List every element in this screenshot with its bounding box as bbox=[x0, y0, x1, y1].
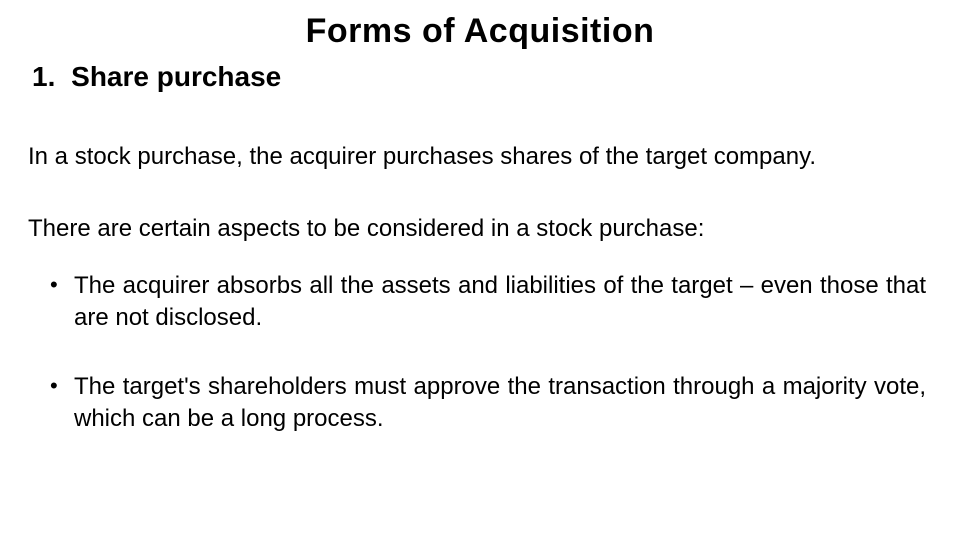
section-label: Share purchase bbox=[71, 61, 281, 92]
slide-container: Forms of Acquisition 1. Share purchase I… bbox=[0, 0, 960, 540]
paragraph-2: There are certain aspects to be consider… bbox=[28, 213, 932, 245]
slide-title: Forms of Acquisition bbox=[28, 12, 932, 51]
bullet-list: The acquirer absorbs all the assets and … bbox=[28, 270, 932, 436]
section-number: 1. bbox=[32, 61, 55, 93]
section-heading: 1. Share purchase bbox=[28, 61, 932, 93]
paragraph-1: In a stock purchase, the acquirer purcha… bbox=[28, 141, 932, 173]
list-item: The acquirer absorbs all the assets and … bbox=[56, 270, 932, 335]
list-item: The target's shareholders must approve t… bbox=[56, 371, 932, 436]
